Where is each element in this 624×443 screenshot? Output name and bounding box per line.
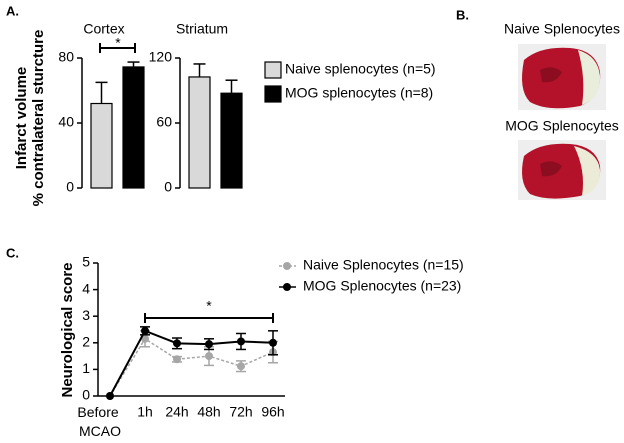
legend-marker [283,262,291,270]
legend-label: Naive splenocytes (n=5) [285,61,436,77]
brain-image [518,140,606,200]
y-axis-label: Infarct volume [13,67,30,170]
panel-label: A. [6,3,19,18]
data-point [269,338,277,347]
panel-label: C. [6,245,19,260]
bar [188,76,211,189]
data-point [205,352,213,361]
data-point [205,340,213,349]
y-tick-label: 4 [82,280,90,296]
y-tick-label: 3 [82,307,90,323]
brain-image [518,44,606,110]
image-title: MOG Splenocytes [505,118,619,134]
data-point [173,339,181,348]
y-tick-label: 2 [82,334,90,350]
significance-bracket [99,43,136,53]
y-tick-label: 0 [82,387,90,403]
data-point [106,392,114,400]
series-line [109,337,274,397]
image-title: Naive Splenocytes [504,21,620,37]
bar [220,92,243,189]
y-tick-label: 0 [66,179,74,195]
y-tick-label: 1 [82,360,90,376]
significance-star: * [206,298,212,314]
legend-swatch [264,85,282,103]
panel-label: B. [456,7,469,22]
legend-label: Naive Splenocytes (n=15) [303,257,464,273]
data-point [237,337,245,346]
y-tick-label: 60 [156,114,172,130]
data-point [141,326,149,335]
significance-bracket [144,313,274,323]
data-point [141,334,149,343]
facet-title: Striatum [176,21,228,37]
x-tick-label: Before MCAO [77,404,122,439]
y-tick-label: 5 [82,254,90,270]
x-tick-label: 72h [229,404,252,420]
x-tick-label: 24h [165,404,188,420]
y-tick-label: 0 [164,179,172,195]
legend-swatch [264,61,282,79]
x-tick-label: 1h [137,404,153,420]
significance-star: * [115,35,121,51]
bar [122,66,145,189]
y-tick-label: 80 [58,49,74,65]
data-point [173,355,181,364]
facet-title: Cortex [83,21,124,37]
legend-label: MOG splenocytes (n=8) [285,85,433,101]
y-tick-label: 120 [149,49,173,65]
legend-marker [283,283,291,291]
data-point [237,362,245,371]
y-tick-label: 40 [58,114,74,130]
y-axis-label: % contralateral sturcture [30,30,47,207]
y-axis-label: Neurological score [59,262,76,397]
bar [90,102,113,189]
x-tick-label: 48h [197,404,220,420]
series-line [109,329,274,397]
legend-label: MOG Splenocytes (n=23) [303,278,461,294]
x-tick-label: 96h [261,404,284,420]
